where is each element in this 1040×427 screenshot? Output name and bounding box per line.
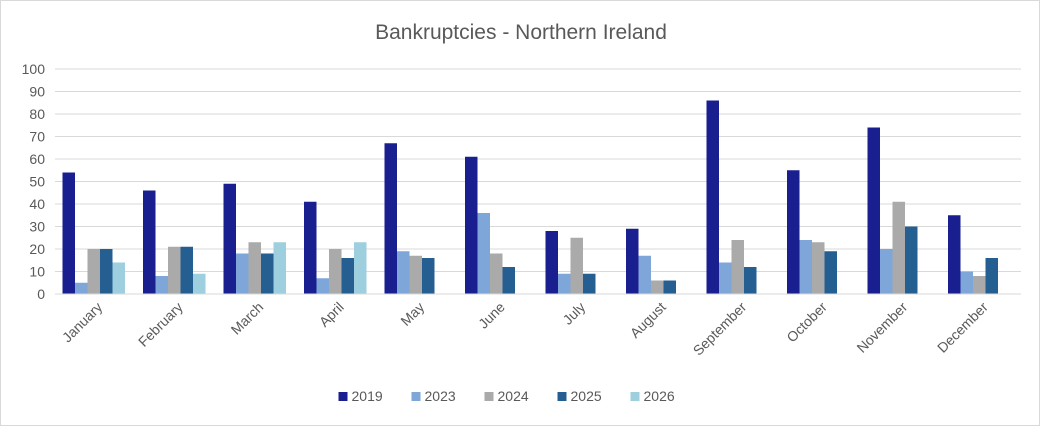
legend-label-2025: 2025	[571, 388, 602, 404]
x-tick-label: May	[397, 299, 427, 329]
bar-2025-august	[663, 280, 676, 294]
bar-2025-january	[100, 249, 113, 294]
bar-2023-june	[477, 213, 490, 294]
bar-2019-september	[706, 100, 719, 294]
bar-2019-november	[867, 127, 880, 294]
legend-swatch-2024	[484, 392, 494, 401]
bar-2019-may	[384, 143, 397, 294]
x-tick-label: November	[853, 299, 910, 356]
bar-2025-november	[905, 226, 918, 294]
legend-swatch-2025	[557, 392, 567, 401]
y-axis: 0 10 20 30 40 50 60 70 80 90 100	[22, 61, 46, 302]
legend-swatch-2023	[411, 392, 421, 401]
x-tick-label: March	[228, 299, 267, 338]
bar-2026-april	[354, 242, 367, 294]
legend-swatch-2019	[338, 392, 348, 401]
bar-2026-march	[273, 242, 286, 294]
legend-label-2019: 2019	[352, 388, 383, 404]
bar-2024-march	[248, 242, 261, 294]
x-tick-label: February	[135, 299, 186, 350]
bars	[62, 100, 998, 294]
bar-2019-december	[948, 215, 961, 294]
bar-2019-january	[62, 172, 75, 294]
x-axis: January February March April May June July Augu…	[55, 293, 1021, 359]
y-tick-label: 30	[29, 219, 45, 235]
bar-2023-december	[960, 271, 973, 294]
bar-2024-february	[168, 246, 181, 294]
bar-2023-april	[316, 278, 329, 294]
bar-2024-january	[87, 249, 100, 294]
bar-2023-march	[236, 253, 249, 294]
bar-2024-april	[329, 249, 342, 294]
x-tick-label: July	[559, 299, 588, 328]
y-tick-label: 0	[37, 286, 45, 302]
x-tick-label: June	[475, 299, 508, 332]
y-tick-label: 100	[22, 61, 46, 77]
bar-2019-august	[626, 228, 639, 294]
y-tick-label: 80	[29, 106, 45, 122]
y-tick-label: 10	[29, 264, 45, 280]
bar-2025-june	[502, 267, 515, 294]
x-tick-label: December	[934, 299, 991, 356]
bar-2025-april	[341, 258, 354, 294]
bar-2025-february	[180, 246, 193, 294]
bar-2023-november	[880, 249, 893, 294]
chart-title: Bankruptcies - Northern Ireland	[375, 21, 667, 44]
bar-2025-march	[261, 253, 274, 294]
bar-2023-february	[155, 276, 168, 294]
bar-2023-july	[558, 273, 571, 294]
x-tick-label: January	[59, 299, 106, 346]
bar-2019-february	[143, 190, 156, 294]
bar-2023-january	[75, 282, 88, 294]
bar-2024-december	[973, 276, 986, 294]
y-tick-label: 40	[29, 196, 45, 212]
x-tick-label: August	[627, 299, 669, 341]
y-tick-label: 50	[29, 174, 45, 190]
bar-2019-april	[304, 201, 317, 294]
bar-2019-october	[787, 170, 800, 294]
bar-2025-october	[824, 251, 837, 294]
bar-2019-june	[465, 156, 478, 294]
bar-2024-may	[409, 255, 422, 294]
bar-2024-july	[570, 237, 583, 294]
bar-2019-march	[223, 183, 236, 294]
bar-2024-september	[731, 240, 744, 294]
bar-2026-february	[193, 273, 206, 294]
bar-2024-october	[812, 242, 825, 294]
bar-2024-june	[490, 253, 503, 294]
bar-2023-may	[397, 251, 410, 294]
legend-label-2026: 2026	[644, 388, 675, 404]
legend-label-2024: 2024	[498, 388, 529, 404]
legend-label-2023: 2023	[425, 388, 456, 404]
y-tick-label: 20	[29, 241, 45, 257]
legend-swatch-2026	[630, 392, 640, 401]
bar-2025-july	[583, 273, 596, 294]
y-tick-label: 60	[29, 151, 45, 167]
bar-2024-august	[651, 280, 664, 294]
legend: 2019 2023 2024 2025 2026	[338, 388, 675, 404]
bar-2025-may	[422, 258, 435, 294]
x-tick-label: April	[316, 299, 347, 330]
bar-2023-september	[719, 262, 732, 294]
bar-2024-november	[892, 201, 905, 294]
bar-2023-august	[638, 255, 651, 294]
bar-2025-december	[985, 258, 998, 294]
x-tick-label: October	[783, 299, 830, 346]
bar-2025-september	[744, 267, 757, 294]
bar-2019-july	[545, 231, 558, 294]
bar-2026-january	[112, 262, 125, 294]
gridlines	[55, 68, 1021, 295]
x-tick-label: September	[690, 299, 750, 359]
y-tick-label: 70	[29, 129, 45, 145]
y-tick-label: 90	[29, 84, 45, 100]
bar-2023-october	[799, 240, 812, 294]
